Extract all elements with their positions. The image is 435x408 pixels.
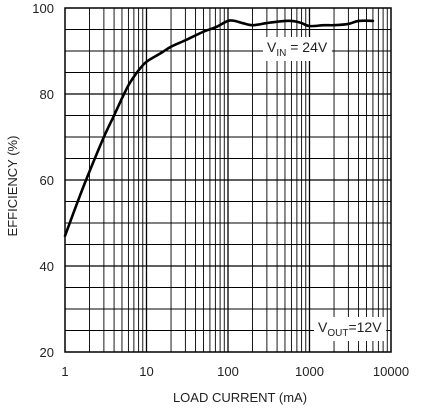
efficiency-curve — [63, 19, 375, 238]
y-tick-label: 20 — [40, 345, 54, 360]
vout-annotation: VOUT=12V — [318, 319, 382, 339]
x-tick-label: 100 — [217, 364, 239, 379]
x-axis-label: LOAD CURRENT (mA) — [173, 390, 307, 405]
plot-frame — [64, 7, 392, 353]
x-tick-label: 10 — [139, 364, 153, 379]
x-tick-labels: 1 10 100 1000 10000 — [61, 364, 409, 379]
grid — [65, 8, 391, 352]
y-tick-label: 40 — [40, 259, 54, 274]
y-tick-label: 100 — [32, 1, 54, 16]
vin-annotation-background — [263, 37, 332, 61]
y-tick-label: 80 — [40, 87, 54, 102]
vout-annotation-background — [314, 317, 387, 341]
y-axis-label: EFFICIENCY (%) — [5, 136, 20, 237]
vin-annotation: VIN = 24V — [267, 39, 328, 59]
y-tick-labels: 20 40 60 80 100 — [32, 1, 54, 360]
x-tick-label: 1000 — [295, 364, 324, 379]
x-tick-label: 10000 — [373, 364, 409, 379]
y-tick-label: 60 — [40, 173, 54, 188]
x-tick-label: 1 — [61, 364, 68, 379]
